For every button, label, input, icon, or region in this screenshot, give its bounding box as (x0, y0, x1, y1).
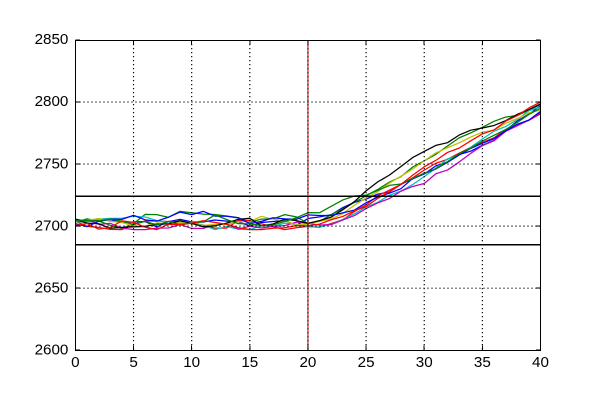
svg-text:2850: 2850 (35, 31, 69, 48)
svg-text:40: 40 (532, 354, 549, 371)
svg-text:35: 35 (474, 354, 491, 371)
svg-text:10: 10 (183, 354, 200, 371)
svg-text:20: 20 (299, 354, 316, 371)
svg-text:30: 30 (416, 354, 433, 371)
svg-text:25: 25 (358, 354, 375, 371)
svg-text:2700: 2700 (35, 217, 69, 234)
svg-text:2750: 2750 (35, 155, 69, 172)
svg-text:5: 5 (129, 354, 137, 371)
svg-text:15: 15 (241, 354, 258, 371)
svg-text:2650: 2650 (35, 279, 69, 296)
svg-text:0: 0 (71, 354, 79, 371)
svg-text:2600: 2600 (35, 341, 69, 358)
svg-text:2800: 2800 (35, 93, 69, 110)
